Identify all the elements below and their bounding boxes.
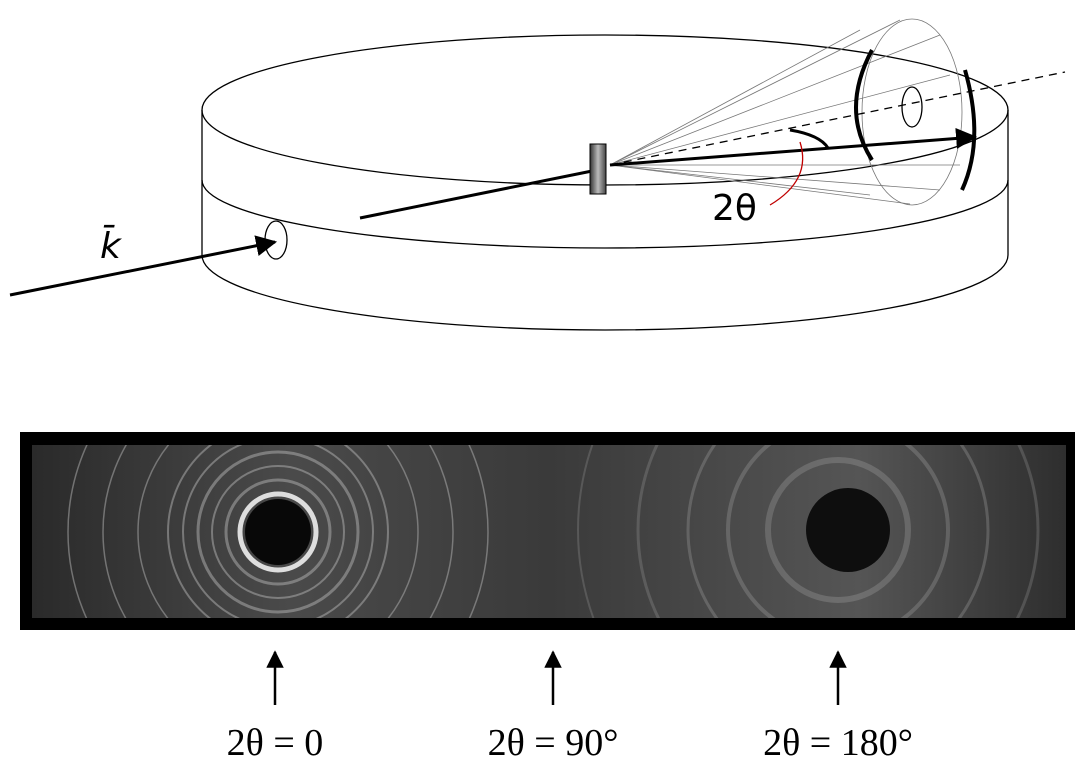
position-label: 2θ = 90° (488, 722, 619, 763)
incident-beam (9, 235, 278, 297)
angle-label: 2θ (712, 188, 757, 229)
sample (589, 143, 607, 195)
beam (359, 168, 598, 220)
film-image (32, 445, 1066, 618)
position-label: 2θ = 0 (227, 722, 324, 763)
ring-arc (854, 49, 874, 162)
position-label: 2θ = 180° (763, 722, 913, 763)
angle-leader (769, 141, 804, 206)
exit-hole (901, 86, 923, 128)
diffraction-cone (609, 18, 963, 206)
beam-axis (609, 71, 1066, 166)
angle-arc (789, 128, 830, 149)
wave-vector-label: k̄ (100, 224, 123, 267)
ring-arc (960, 69, 977, 191)
diffracted-beam (609, 127, 978, 167)
position-arrows (266, 650, 847, 705)
